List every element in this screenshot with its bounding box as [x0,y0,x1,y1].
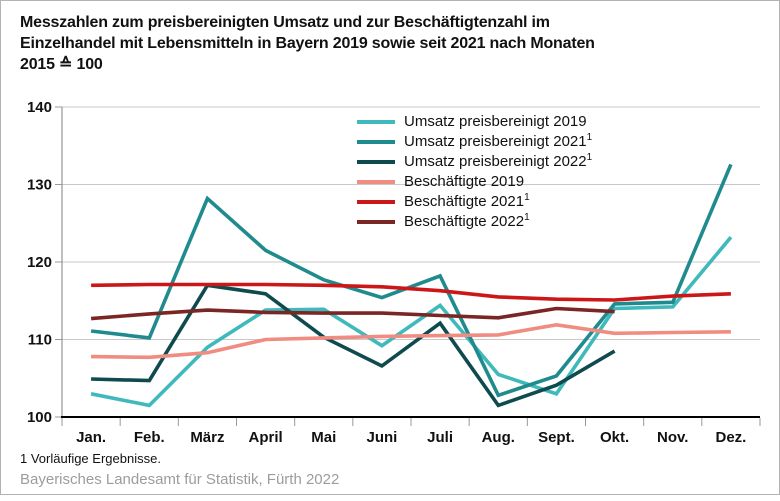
chart-title-line-1: Messzahlen zum preisbereinigten Umsatz u… [20,14,550,31]
x-axis-label: Mai [311,429,336,446]
legend-swatch [357,160,395,164]
x-axis-label: März [190,429,224,446]
x-axis-label: Juni [366,429,397,446]
y-axis-label: 110 [28,332,52,349]
y-axis-label: 100 [27,409,52,426]
legend-label: Umsatz preisbereinigt 20221 [404,152,593,171]
legend-swatch [357,220,395,224]
series-line-0 [90,236,733,408]
x-axis-label: Nov. [657,429,688,446]
series-line-4 [91,282,731,302]
legend-swatch [357,200,395,204]
legend-label: Beschäftigte 20211 [404,192,530,211]
legend-item: Umsatz preisbereinigt 20211 [357,132,592,152]
legend-swatch [357,140,395,144]
legend-label: Umsatz preisbereinigt 2019 [404,113,587,130]
legend-label-footnote-marker: 1 [586,152,593,163]
chart-title-line-3: 2015 ≙ 100 [20,56,103,73]
chart-title-line-2: Einzelhandel mit Lebensmitteln in Bayern… [20,35,595,52]
x-axis-label: Aug. [482,429,515,446]
x-axis-label: Juli [427,429,453,446]
legend-item: Beschäftigte 20211 [357,192,592,212]
legend-label: Umsatz preisbereinigt 20211 [404,132,593,151]
x-axis-label: Feb. [134,429,165,446]
series-line-2 [91,283,616,408]
series-line-3 [91,322,731,360]
x-axis-label: Sept. [538,429,575,446]
legend-swatch [357,120,395,124]
legend-label-footnote-marker: 1 [524,212,530,223]
legend-swatch [357,180,395,184]
legend-label-footnote-marker: 1 [586,132,593,143]
series-line-5 [90,306,615,321]
x-axis-label: Dez. [715,429,746,446]
legend-label-footnote-marker: 1 [524,192,530,203]
x-axis-label: Okt. [600,429,629,446]
y-axis-label: 140 [27,99,52,116]
x-axis-label: Jan. [76,429,106,446]
legend-item: Beschäftigte 2019 [357,172,592,192]
legend-item: Umsatz preisbereinigt 2019 [357,112,592,132]
legend-label: Beschäftigte 20221 [404,212,530,231]
legend-item: Beschäftigte 20221 [357,212,592,232]
legend-item: Umsatz preisbereinigt 20221 [357,152,592,172]
series-line-1 [90,163,733,398]
y-axis-label: 130 [27,177,52,194]
chart-legend: Umsatz preisbereinigt 2019 Umsatz preisbe… [357,112,592,232]
chart-title: Messzahlen zum preisbereinigten Umsatz u… [20,12,765,75]
x-axis-label: April [248,429,282,446]
y-axis-label: 120 [27,254,52,271]
footnote: 1 Vorläufige Ergebnisse. [20,451,161,466]
source-credit: Bayerisches Landesamt für Statistik, Für… [20,471,340,488]
legend-label: Beschäftigte 2019 [404,173,525,190]
